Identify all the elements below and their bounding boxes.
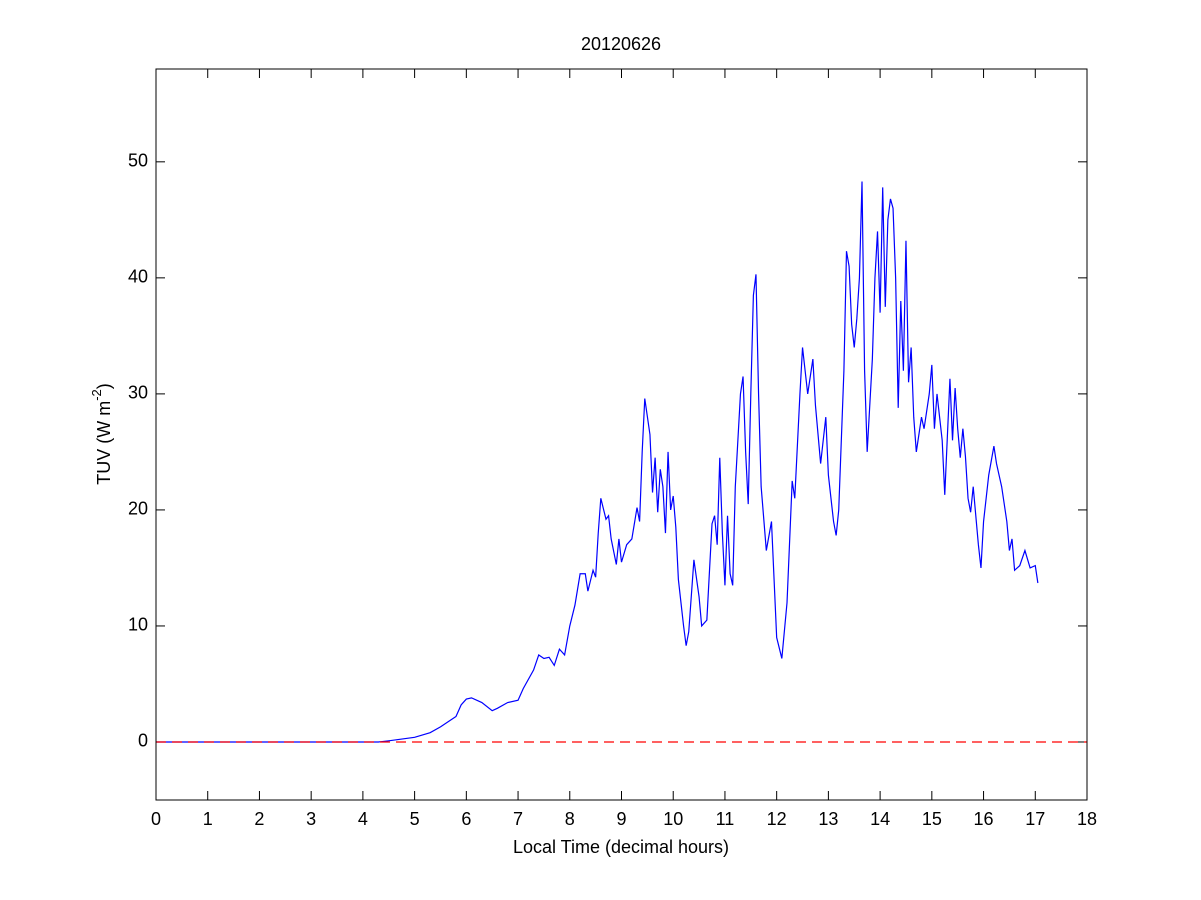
y-axis-label: TUV (W m-2) [89,383,113,485]
x-tick-label: 11 [716,809,735,829]
x-tick-label: 5 [410,809,420,829]
x-tick-label: 9 [616,809,626,829]
x-tick-label: 1 [203,809,213,829]
y-label-end: ) [94,383,114,389]
x-tick-label: 16 [974,809,994,829]
y-label-sup: -2 [89,389,104,401]
x-tick-label: 14 [870,809,890,829]
x-axis-label: Local Time (decimal hours) [513,837,729,857]
y-tick-label: 50 [128,151,148,171]
y-tick-label: 0 [138,731,148,751]
x-tick-label: 17 [1025,809,1045,829]
x-tick-label: 0 [151,809,161,829]
x-tick-label: 7 [513,809,523,829]
x-tick-label: 8 [565,809,575,829]
y-label-text: TUV (W m [94,401,114,485]
y-tick-label: 30 [128,383,148,403]
x-tick-label: 10 [663,809,683,829]
x-tick-label: 15 [922,809,942,829]
x-tick-label: 2 [254,809,264,829]
x-tick-label: 6 [461,809,471,829]
y-tick-label: 40 [128,267,148,287]
x-tick-label: 4 [358,809,368,829]
x-tick-label: 12 [767,809,787,829]
data-line [156,181,1039,743]
x-tick-label: 18 [1077,809,1097,829]
y-tick-label: 10 [128,615,148,635]
chart-title: 20120626 [581,34,661,54]
plot-frame [155,68,1088,801]
y-tick-label: 20 [128,499,148,519]
x-tick-label: 3 [306,809,316,829]
x-tick-label: 13 [818,809,838,829]
